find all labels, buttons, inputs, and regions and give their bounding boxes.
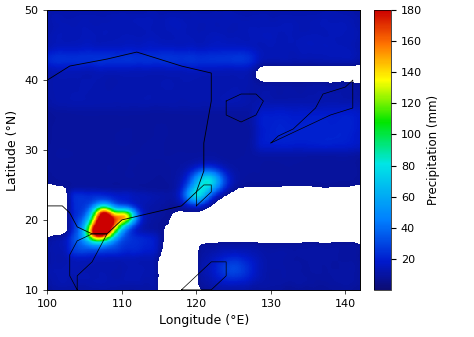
Y-axis label: Latitude (°N): Latitude (°N): [6, 110, 18, 190]
Y-axis label: Precipitation (mm): Precipitation (mm): [428, 95, 440, 205]
X-axis label: Longitude (°E): Longitude (°E): [159, 314, 249, 328]
